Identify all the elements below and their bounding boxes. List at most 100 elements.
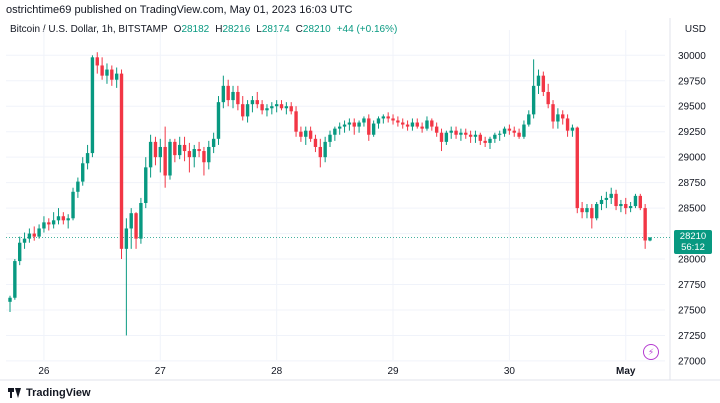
x-tick-label: 28 xyxy=(271,366,283,377)
candle-body xyxy=(153,141,158,158)
candle-body xyxy=(85,153,90,164)
candle-body xyxy=(410,122,415,127)
candle-body xyxy=(371,123,376,135)
candle-body xyxy=(531,85,536,115)
candle-body xyxy=(459,132,463,135)
candle-body xyxy=(32,233,36,237)
last-price-label: 28210 56:12 xyxy=(674,230,712,254)
candle-body xyxy=(546,91,550,105)
candle-body xyxy=(260,104,264,111)
candle-body xyxy=(473,134,478,137)
candle-body xyxy=(211,138,216,147)
candle-body xyxy=(139,203,143,239)
candle-body xyxy=(236,91,240,105)
candle-body xyxy=(221,85,226,103)
candle-body xyxy=(624,204,628,209)
x-tick-label: 29 xyxy=(387,366,399,377)
candle-body xyxy=(37,228,41,237)
y-tick-label: 28000 xyxy=(678,255,706,266)
y-tick-label: 29500 xyxy=(678,102,706,113)
candle-body xyxy=(202,151,206,163)
candle-body xyxy=(27,233,32,239)
candle-body xyxy=(265,108,269,111)
candle-body xyxy=(367,118,371,135)
candle-body xyxy=(119,73,124,249)
candle-body xyxy=(609,193,613,198)
candle-body xyxy=(425,120,429,129)
candle-body xyxy=(231,91,235,101)
candle-body xyxy=(376,118,381,124)
candle-body xyxy=(483,140,487,143)
candle-body xyxy=(580,208,584,213)
brand-name: TradingView xyxy=(26,387,91,399)
candle-body xyxy=(8,297,12,302)
candle-body xyxy=(274,104,279,107)
symbol-title[interactable]: Bitcoin / U.S. Dollar, 1h, BITSTAMP xyxy=(10,24,168,35)
y-tick-label: 29250 xyxy=(678,127,706,138)
candle-body xyxy=(561,114,565,119)
candle-body xyxy=(66,218,70,221)
candle-body xyxy=(449,130,453,133)
candle-body xyxy=(216,102,221,139)
y-tick-label: 27750 xyxy=(678,280,706,291)
candle-body xyxy=(163,146,167,176)
candle-body xyxy=(604,197,609,200)
candle-body xyxy=(391,118,395,121)
candle-body xyxy=(148,141,153,168)
candle-body xyxy=(633,195,638,207)
candle-body xyxy=(279,104,284,109)
footer-brand: TradingView xyxy=(8,385,91,401)
candle-body xyxy=(512,130,516,133)
candle-body xyxy=(434,126,439,133)
candle-body xyxy=(357,122,361,127)
x-tick-label: 27 xyxy=(155,366,167,377)
ohlc-low: L28174 xyxy=(256,22,289,38)
candle-body xyxy=(124,228,129,249)
candle-body xyxy=(444,132,449,142)
candle-body xyxy=(643,208,647,241)
candle-body xyxy=(226,85,230,101)
change-value: +44 (+0.16%) xyxy=(336,24,398,35)
candle-body xyxy=(173,141,177,156)
candle-body xyxy=(284,106,289,109)
candle-body xyxy=(22,238,27,243)
candle-body xyxy=(575,127,579,209)
y-tick-label: 28500 xyxy=(678,204,706,215)
candle-body xyxy=(541,75,546,92)
lightning-icon[interactable]: ⚡ xyxy=(643,344,659,360)
y-tick-label: 30000 xyxy=(678,51,706,62)
candle-body xyxy=(352,122,356,127)
candle-body xyxy=(522,124,526,137)
candle-body xyxy=(323,141,327,158)
y-tick-label: 29750 xyxy=(678,76,706,87)
candle-body xyxy=(18,242,22,262)
y-tick-label: 29000 xyxy=(678,153,706,164)
candle-body xyxy=(81,163,85,182)
candle-body xyxy=(241,104,245,117)
close-label: C xyxy=(295,24,303,35)
low-label: L xyxy=(256,24,262,35)
candle-body xyxy=(342,124,347,127)
candle-body xyxy=(90,57,95,154)
candle-body xyxy=(197,149,201,152)
candle-body xyxy=(158,146,162,158)
candle-body xyxy=(255,100,259,105)
candle-body xyxy=(536,75,541,86)
candle-body xyxy=(308,130,313,139)
candle-body xyxy=(333,128,337,135)
candle-body xyxy=(599,199,604,205)
high-value: 28216 xyxy=(222,24,251,35)
open-label: O xyxy=(173,24,182,35)
candle-body xyxy=(42,222,46,229)
candle-body xyxy=(129,213,133,229)
candle-body xyxy=(338,126,342,129)
candle-body xyxy=(56,216,61,221)
candle-body xyxy=(488,138,492,143)
candle-body xyxy=(439,132,444,142)
x-tick-label: 30 xyxy=(504,366,516,377)
candle-body xyxy=(178,144,182,156)
candle-body xyxy=(401,122,405,125)
open-value: 28182 xyxy=(181,24,210,35)
bar-countdown: 56:12 xyxy=(681,242,705,253)
